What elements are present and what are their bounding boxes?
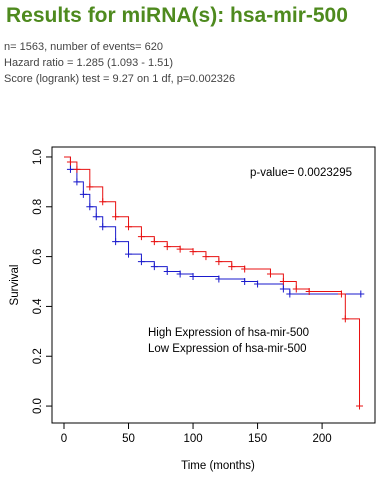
censor-mark [66,165,74,173]
y-tick-label: 0.8 [32,199,44,215]
censor-mark [163,268,171,276]
censor-mark [337,290,345,298]
stat-line: Hazard ratio = 1.285 (1.093 - 1.51) [4,57,174,69]
censor-mark [189,248,197,256]
censor-mark [241,278,249,286]
stat-line: n= 1563, number of events= 620 [4,41,164,53]
censor-mark [66,158,74,166]
x-tick-label: 150 [248,433,267,445]
page-title: Results for miRNA(s): hsa-mir-500 [6,4,348,27]
censor-mark [202,253,210,261]
y-tick-label: 0.6 [32,249,44,265]
censor-mark [357,290,365,298]
stat-line: Score (logrank) test = 9.27 on 1 df, p=0… [4,73,236,85]
p-value-annotation: p-value= 0.0023295 [250,167,352,179]
censor-mark [79,190,87,198]
censor-mark [215,275,223,283]
censor-mark [292,285,300,293]
x-tick-label: 100 [183,433,202,445]
censor-mark [305,287,313,295]
y-tick-label: 0.2 [32,348,44,364]
censor-mark [92,213,100,221]
censor-mark [228,263,236,271]
censor-mark [286,290,294,298]
legend-entry: Low Expression of hsa-mir-500 [148,343,307,355]
censor-mark [86,183,94,191]
censor-mark [137,258,145,266]
censor-mark [356,402,364,410]
censor-mark [99,198,107,206]
censor-mark [150,263,158,271]
x-tick-label: 0 [61,433,67,445]
censor-mark [112,213,120,221]
censor-mark [176,270,184,278]
x-axis-label: Time (months) [181,460,255,472]
x-tick-label: 50 [122,433,135,445]
censor-mark [279,278,287,286]
y-tick-label: 0.4 [32,298,44,315]
legend-entry: High Expression of hsa-mir-500 [148,327,309,339]
censor-mark [163,243,171,251]
censor-mark [215,258,223,266]
censor-mark [125,223,133,231]
censor-mark [99,223,107,231]
censor-mark [150,238,158,246]
y-tick-label: 1.0 [32,149,44,165]
survival-curve [64,156,361,407]
y-axis-label: Survival [9,265,21,306]
censor-mark [266,270,274,278]
censor-mark [254,280,262,288]
censor-mark [86,203,94,211]
plot-frame [51,146,376,424]
censor-mark [241,265,249,273]
censor-mark [279,285,287,293]
censor-mark [137,233,145,241]
x-tick-label: 200 [312,433,331,445]
censor-mark [125,250,133,258]
censor-mark [112,238,120,246]
censor-mark [176,245,184,253]
censor-mark [73,178,81,186]
censor-mark [341,315,349,323]
y-tick-label: 0.0 [32,398,44,414]
censor-mark [73,165,81,173]
censor-mark [189,273,197,281]
